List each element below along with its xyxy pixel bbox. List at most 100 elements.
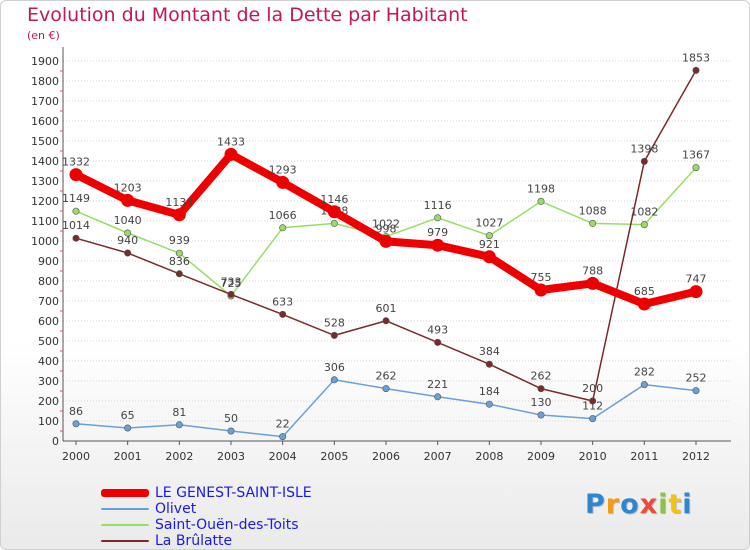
data-label: 747 (686, 273, 707, 286)
data-label: 1066 (269, 209, 297, 222)
y-tick-label: 1100 (31, 215, 59, 228)
data-label: 1853 (682, 51, 710, 64)
y-tick-label: 1800 (31, 75, 59, 88)
data-label: 112 (582, 400, 603, 413)
data-point (485, 232, 493, 240)
data-point (434, 393, 442, 401)
data-point (640, 221, 648, 229)
data-point (224, 147, 238, 161)
y-tick-label: 200 (38, 395, 59, 408)
y-tick-label: 1000 (31, 235, 59, 248)
data-point (124, 249, 132, 257)
legend-swatch (101, 508, 149, 510)
data-label: 282 (634, 366, 655, 379)
data-point (434, 338, 442, 346)
data-label: 685 (634, 285, 655, 298)
data-label: 262 (376, 370, 397, 383)
x-tick-label: 2008 (475, 450, 503, 463)
data-label: 22 (276, 418, 290, 431)
data-label: 130 (531, 396, 552, 409)
chart-legend: LE GENEST-SAINT-ISLE Olivet Saint-Ouën-des… (101, 485, 312, 549)
data-label: 493 (427, 323, 448, 336)
data-point (72, 234, 80, 242)
data-label: 1203 (114, 181, 142, 194)
data-label: 733 (221, 275, 242, 288)
y-tick-label: 1200 (31, 195, 59, 208)
data-point (537, 197, 545, 205)
y-tick-label: 300 (38, 375, 59, 388)
legend-swatch (101, 489, 149, 497)
data-label: 1088 (579, 204, 607, 217)
data-point (485, 400, 493, 408)
data-label: 1116 (424, 199, 452, 212)
y-tick-label: 1900 (31, 55, 59, 68)
y-tick-label: 1400 (31, 155, 59, 168)
data-point (330, 219, 338, 227)
data-label: 65 (121, 409, 135, 422)
y-tick-label: 800 (38, 275, 59, 288)
data-label: 1332 (62, 156, 90, 169)
data-point (279, 433, 287, 441)
data-label: 1198 (527, 182, 555, 195)
data-point (382, 317, 390, 325)
data-label: 1014 (62, 219, 90, 232)
y-tick-label: 700 (38, 295, 59, 308)
data-label: 221 (427, 378, 448, 391)
data-label: 262 (531, 370, 552, 383)
x-tick-label: 2004 (269, 450, 297, 463)
data-point (72, 207, 80, 215)
x-tick-label: 2000 (62, 450, 90, 463)
data-point (586, 276, 600, 290)
x-tick-label: 2011 (630, 450, 658, 463)
data-label: 1433 (217, 135, 245, 148)
data-label: 1022 (372, 218, 400, 231)
data-point (589, 219, 597, 227)
legend-label: La Brûlatte (155, 533, 233, 549)
data-label: 998 (376, 222, 397, 235)
data-label: 1146 (320, 193, 348, 206)
data-label: 86 (69, 405, 83, 418)
data-label: 755 (531, 271, 552, 284)
data-point (175, 421, 183, 429)
x-tick-label: 2010 (579, 450, 607, 463)
legend-item: LE GENEST-SAINT-ISLE (101, 485, 312, 501)
data-label: 921 (479, 238, 500, 251)
data-point (227, 290, 235, 298)
data-label: 1149 (62, 192, 90, 205)
data-point (124, 229, 132, 237)
data-label: 528 (324, 316, 345, 329)
legend-item: Saint-Ouën-des-Toits (101, 517, 312, 533)
data-label: 725 (221, 277, 242, 290)
y-tick-label: 100 (38, 415, 59, 428)
x-tick-label: 2005 (320, 450, 348, 463)
data-point (175, 249, 183, 257)
data-point (537, 411, 545, 419)
data-point (330, 376, 338, 384)
legend-item: La Brûlatte (101, 533, 312, 549)
data-point (327, 205, 341, 219)
y-tick-label: 1500 (31, 135, 59, 148)
data-label: 1398 (630, 142, 658, 155)
data-point (589, 397, 597, 405)
data-label: 836 (169, 255, 190, 268)
x-tick-label: 2009 (527, 450, 555, 463)
data-label: 50 (224, 412, 238, 425)
data-label: 601 (376, 302, 397, 315)
legend-item: Olivet (101, 501, 312, 517)
data-point (692, 164, 700, 172)
x-tick-label: 2001 (114, 450, 142, 463)
legend-label: Saint-Ouën-des-Toits (155, 517, 299, 533)
data-point (124, 424, 132, 432)
data-point (382, 385, 390, 393)
chart-subtitle: (en €) (27, 29, 60, 42)
legend-swatch (101, 540, 149, 542)
y-tick-label: 400 (38, 355, 59, 368)
data-point (434, 214, 442, 222)
data-point (689, 285, 703, 299)
data-point (121, 193, 135, 207)
data-point (279, 310, 287, 318)
data-point (589, 415, 597, 423)
data-point (534, 283, 548, 297)
